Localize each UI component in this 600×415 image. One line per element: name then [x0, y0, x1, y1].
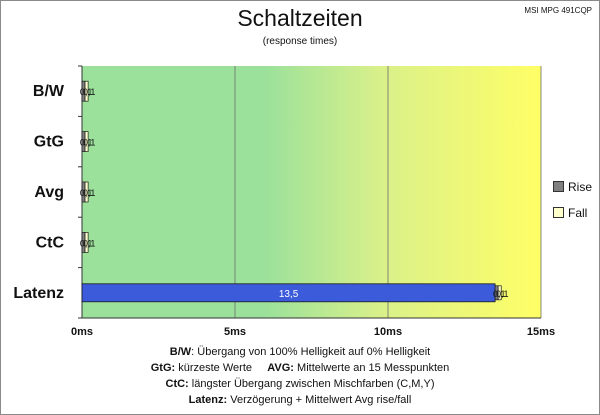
- note-gtg-text: kürzeste Werte: [175, 362, 252, 374]
- x-tick-label: 0ms: [71, 326, 93, 338]
- chart-title: Schaltzeiten: [237, 5, 363, 31]
- monitor-name: MSI MPG 491CQP: [524, 6, 592, 15]
- data-label-fall: 0,1: [83, 87, 96, 97]
- legend-item-rise: Rise: [553, 180, 592, 194]
- x-tick-label: 15ms: [527, 326, 555, 338]
- bar-fall: [497, 285, 502, 301]
- data-label-rise: 0,1: [80, 87, 93, 97]
- legend-item-fall: Fall: [553, 206, 587, 220]
- data-label-fall: 0,1: [83, 138, 96, 148]
- legend-label-fall: Fall: [568, 206, 588, 220]
- category-label: B/W: [33, 83, 65, 100]
- chart-subtitle: (response times): [262, 36, 338, 47]
- legend-label-rise: Rise: [568, 180, 593, 194]
- note-gtg-key: GtG:: [150, 362, 176, 374]
- note-avg-key: AVG:: [267, 362, 294, 374]
- note-latenz-text: Verzögerung + Mittelwert Avg rise/fall: [227, 394, 412, 406]
- data-label-rise: 0,1: [80, 138, 93, 148]
- note-latenz: Latenz: Verzögerung + Mittelwert Avg ris…: [0, 392, 600, 408]
- x-tick-label: 10ms: [374, 326, 402, 338]
- note-ctc: CtC: längster Übergang zwischen Mischfar…: [0, 376, 600, 392]
- bar-fall: [84, 80, 89, 102]
- note-gtg-avg: GtG: kürzeste Werte AVG: Mittelwerte an …: [0, 360, 600, 376]
- legend-swatch-rise: [553, 181, 564, 192]
- bar-fall: [84, 232, 89, 253]
- note-ctc-text: längster Übergang zwischen Mischfarben (…: [188, 378, 435, 390]
- note-bw-key: B/W: [169, 346, 192, 358]
- note-bw-text: : Übergang von 100% Helligkeit auf 0% He…: [191, 346, 431, 358]
- chart-notes: B/W: Übergang von 100% Helligkeit auf 0%…: [0, 344, 600, 408]
- category-label: GtG: [34, 134, 64, 151]
- data-label-rise: 0,1: [80, 238, 93, 248]
- x-tick-label: 5ms: [224, 326, 246, 338]
- data-label-fall: 0,1: [83, 238, 96, 248]
- category-label: Latenz: [13, 285, 64, 302]
- legend-swatch-fall: [553, 207, 564, 218]
- data-label-fall: 0,1: [496, 289, 509, 299]
- plot-area: [82, 66, 541, 318]
- bar-fall: [84, 131, 89, 152]
- note-avg-text: Mittelwerte an 15 Messpunkten: [293, 362, 450, 374]
- data-label-rise: 0,1: [493, 289, 506, 299]
- note-ctc-key: CtC:: [165, 378, 189, 390]
- category-label: CtC: [36, 234, 65, 251]
- latency-bar-label: 13,5: [279, 289, 299, 300]
- category-label: Avg: [34, 184, 64, 201]
- note-latenz-key: Latenz:: [188, 394, 228, 406]
- note-bw: B/W: Übergang von 100% Helligkeit auf 0%…: [0, 344, 600, 360]
- data-label-fall: 0,1: [83, 188, 96, 198]
- bar-fall: [84, 181, 89, 203]
- data-label-rise: 0,1: [80, 188, 93, 198]
